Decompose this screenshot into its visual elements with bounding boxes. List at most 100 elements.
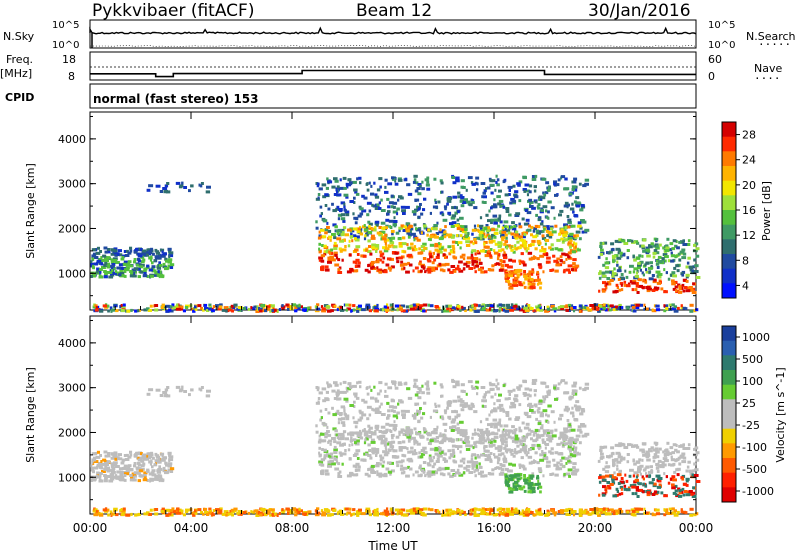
velocity-cell [420,469,425,473]
velocity-cell [484,458,489,462]
velocity-cell [324,432,329,436]
power-cell [488,234,491,238]
power-cell [612,308,616,312]
velocity-cell [458,464,463,468]
velocity-cell [674,489,678,493]
power-cell [91,256,94,260]
power-cell [460,225,465,229]
velocity-cell [503,464,506,468]
velocity-cell [363,452,366,456]
power-cell [524,183,530,187]
velocity-cell [184,510,189,513]
velocity-cell [537,410,541,414]
power-cell [432,251,435,255]
velocity-cell [338,451,342,455]
power-cell [223,306,229,310]
velocity-cell [381,441,387,445]
velocity-cell [416,409,419,413]
velocity-cell [378,405,381,409]
power-cell [693,270,699,273]
power-cell [465,260,471,264]
velocity-cell [314,513,320,517]
velocity-cell [165,463,170,467]
velocity-cell [451,410,456,414]
power-cell [412,303,416,307]
power-cell [426,233,429,237]
velocity-cell [438,449,442,453]
velocity-cell [397,402,400,406]
velocity-cell [347,387,351,391]
velocity-cell [574,468,580,472]
power-cell [381,231,386,234]
power-cell [91,254,97,258]
velocity-cell [129,474,133,477]
velocity-cell [530,476,534,480]
velocity-cell [483,399,487,403]
power-cell [400,205,406,209]
power-cell [670,273,673,277]
velocity-cell [538,399,543,403]
velocity-cell [527,451,530,455]
power-cell [354,221,358,225]
power-cell [481,195,484,199]
velocity-cell [386,507,389,511]
power-cell [638,254,642,258]
power-cell [355,245,361,249]
velocity-cell [651,512,654,516]
power-cell [265,307,270,311]
power-cell [520,252,524,256]
velocity-cell [665,450,670,454]
velocity-cell [526,476,530,480]
velocity-cell [412,507,416,511]
power-cell [636,269,639,273]
velocity-cell [514,483,518,487]
power-cell [600,307,603,310]
velocity-cell [364,438,367,442]
power-cell [473,266,476,270]
power-cell [664,245,667,249]
power-cell [602,281,607,285]
power-cell [205,309,210,312]
velocity-cell [446,403,452,407]
velocity-cell [119,478,125,482]
velocity-cell [483,405,487,408]
velocity-cell [477,472,483,476]
velocity-cell [112,470,116,474]
power-cell [141,251,147,255]
velocity-cell [444,460,447,463]
power-cell [646,254,651,258]
power-cell [685,275,689,279]
velocity-cell [502,428,505,432]
velocity-cell [645,465,650,469]
power-cell [365,182,369,186]
velocity-cell [426,462,430,466]
velocity-cell [437,404,441,408]
velocity-cell [612,494,618,498]
velocity-cell [230,508,234,512]
power-cell [583,230,588,234]
velocity-cell [386,416,389,420]
power-cell [523,233,527,237]
power-cell [336,190,339,194]
velocity-cell [440,394,443,398]
velocity-cell [451,425,457,429]
velocity-cell [557,382,561,386]
power-cell [155,250,160,254]
velocity-cell [672,491,676,495]
power-cell [547,216,550,220]
power-cell [568,219,572,223]
velocity-cell [390,469,395,473]
velocity-cell [553,386,556,390]
velocity-cell [317,386,320,390]
power-cell [378,177,383,181]
velocity-cell [514,399,519,403]
velocity-cell [550,447,554,451]
velocity-cell [90,479,93,482]
velocity-cell [350,436,353,440]
power-cell [545,209,548,213]
velocity-cell [504,473,508,477]
velocity-cell [516,386,521,390]
power-cell [434,198,437,202]
power-cell [604,284,608,288]
power-cell [375,260,380,264]
